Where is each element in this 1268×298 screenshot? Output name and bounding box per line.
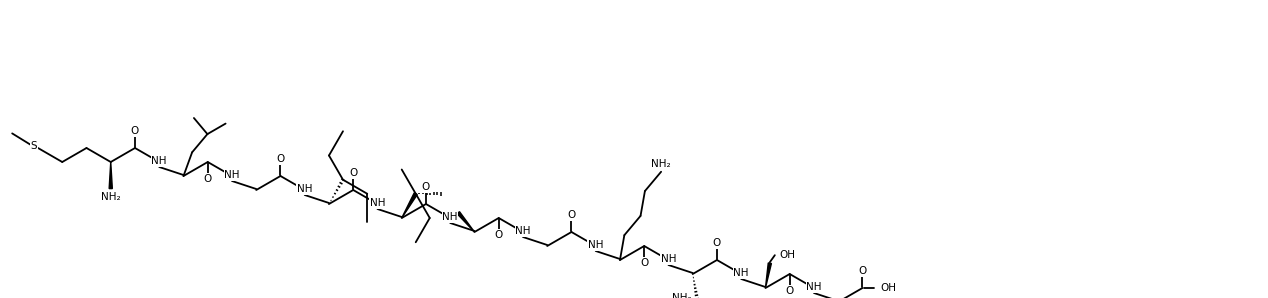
Polygon shape [456,212,474,232]
Text: NH: NH [224,170,240,180]
Text: O: O [495,230,503,240]
Text: NH: NH [806,282,822,292]
Polygon shape [766,263,771,288]
Text: O: O [349,168,358,178]
Text: NH: NH [297,184,312,194]
Polygon shape [109,162,113,189]
Text: OH: OH [880,283,896,293]
Text: O: O [276,154,284,164]
Text: NH: NH [661,254,676,264]
Text: O: O [131,126,139,136]
Text: NH₂: NH₂ [101,192,120,202]
Text: O: O [567,210,576,220]
Text: NH: NH [370,198,385,208]
Text: O: O [786,286,794,296]
Text: O: O [204,174,212,184]
Text: NH₂: NH₂ [652,159,671,169]
Text: NH: NH [733,268,749,278]
Text: NH₂: NH₂ [672,293,692,298]
Polygon shape [402,193,417,218]
Text: OH: OH [780,250,796,260]
Text: NH: NH [443,212,458,222]
Text: O: O [422,182,430,192]
Text: O: O [640,258,648,268]
Text: NH: NH [515,226,531,236]
Text: O: O [858,266,866,276]
Text: NH: NH [151,156,167,166]
Text: O: O [713,238,721,248]
Text: NH: NH [588,240,604,250]
Text: S: S [30,141,37,151]
